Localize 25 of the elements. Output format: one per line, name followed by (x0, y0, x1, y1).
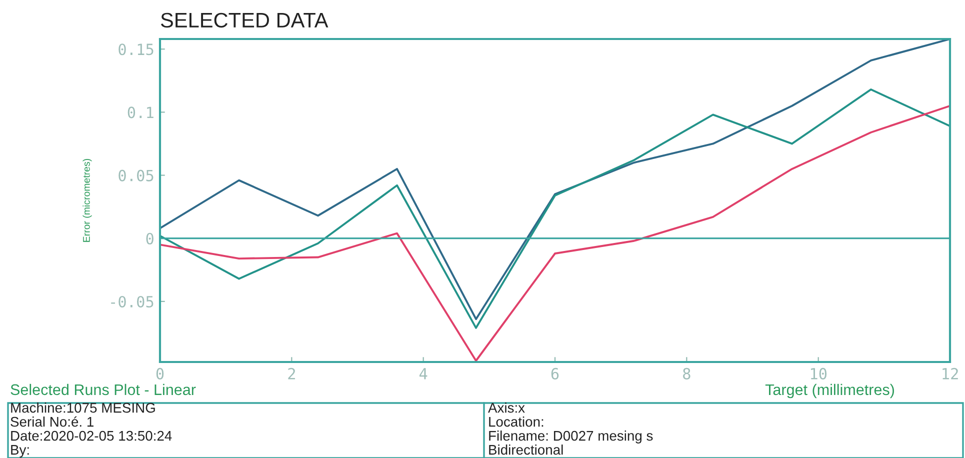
y-tick-label: 0.1 (128, 106, 154, 118)
text: Bidirectional (489, 444, 563, 455)
text: Machine:1075 MESING (11, 402, 155, 413)
x-tick-label: 6 (551, 368, 559, 380)
x-tick-label: 0 (156, 368, 164, 380)
x-axis-title: Target (millimetres) (765, 384, 894, 398)
x-tick-label: 12 (942, 368, 958, 380)
y-axis-title: Error (micrometres) (82, 158, 92, 242)
x-tick-label: 4 (419, 368, 428, 380)
text: Axis:x (488, 402, 525, 413)
x-tick-label: 10 (810, 368, 827, 380)
x-tick-label: 2 (288, 368, 295, 380)
y-tick-label: -0.05 (111, 296, 154, 308)
text: Filename: D0027 mesing s (489, 430, 653, 444)
chart-title: SELECTED DATA (160, 12, 328, 28)
x-tick-label: 8 (683, 368, 690, 380)
text: Location: (489, 416, 544, 427)
y-tick-label: 0.05 (118, 170, 154, 182)
y-tick-label: 0 (146, 232, 154, 244)
y-tick-label: 0.15 (118, 44, 154, 56)
text: Serial No:é. 1 (10, 416, 94, 427)
text: Date:2020-02-05 13:50:24 (11, 430, 172, 441)
line-series (160, 88, 950, 329)
text: By: (11, 445, 29, 458)
text: Selected Runs Plot - Linear (10, 384, 196, 396)
